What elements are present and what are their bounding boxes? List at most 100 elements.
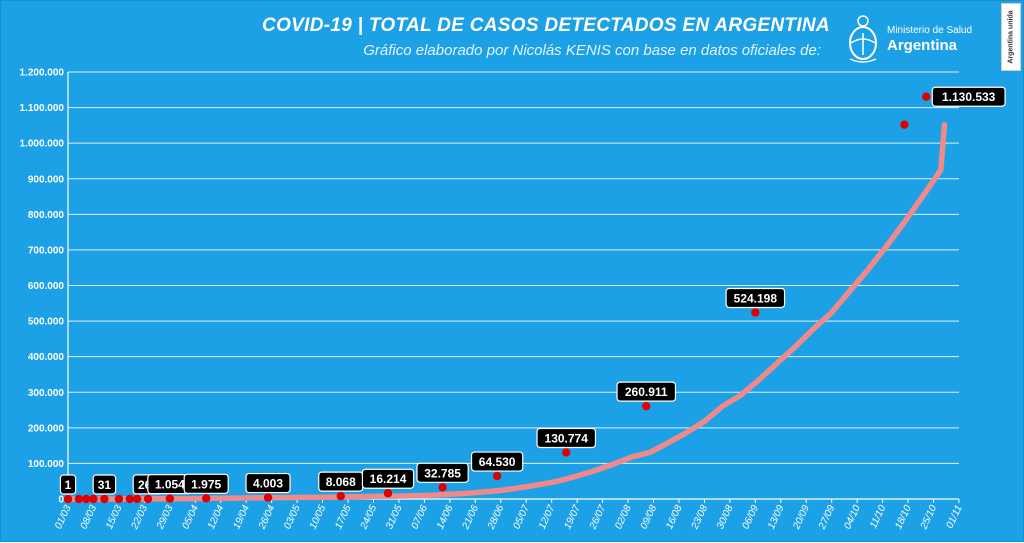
data-label-box	[92, 474, 117, 495]
data-point	[81, 494, 91, 504]
data-label-box	[931, 86, 1006, 107]
x-tick-label: 06/09	[741, 503, 762, 531]
y-tick-label: 0	[58, 495, 64, 506]
x-tick-label: 11/10	[868, 503, 888, 530]
x-tick-label: 21/06	[460, 503, 481, 532]
data-label: 32.785	[416, 462, 469, 483]
x-tick-label: 02/08	[613, 503, 634, 531]
argentina-unida-badge: Argentina unida	[1001, 3, 1021, 71]
national-seal-icon	[849, 15, 877, 63]
x-tick-label: 13/09	[766, 503, 787, 531]
x-tick-label: 09/08	[639, 503, 660, 531]
x-tick-label: 27/09	[816, 503, 837, 532]
data-label-text: 260.911	[625, 385, 668, 399]
data-label: 524.198	[725, 287, 786, 309]
data-label: 4.003	[245, 472, 291, 494]
ministry-logo: Ministerio de Salud Argentina	[843, 11, 983, 66]
x-tick-label: 28/06	[486, 503, 507, 532]
y-tick-label: 300.000	[28, 388, 65, 399]
data-point	[922, 92, 931, 101]
x-tick-label: 24/05	[358, 503, 379, 532]
x-tick-label: 19/07	[562, 503, 583, 531]
data-label-box	[59, 474, 77, 495]
x-tick-label: 23/08	[689, 503, 710, 532]
y-tick-label: 200.000	[28, 423, 65, 434]
data-label-text: 524.198	[734, 291, 778, 305]
y-tick-label: 1.000.000	[20, 139, 65, 150]
ministry-country: Argentina	[887, 37, 958, 54]
chart-subtitle: Gráfico elaborado por Nicolás KENIS con …	[363, 42, 821, 59]
data-point	[100, 494, 109, 504]
data-label-box	[361, 468, 415, 489]
x-tick-label: 29/03	[155, 503, 176, 532]
data-point	[74, 494, 84, 504]
data-label-text: 1.054	[155, 478, 185, 492]
data-label-text: 1	[65, 478, 72, 492]
y-tick-label: 1.200.000	[20, 68, 65, 79]
data-label-box	[245, 472, 291, 494]
data-point	[201, 494, 211, 503]
x-tick-label: 20/09	[791, 503, 812, 532]
data-label-text: 1.975	[191, 477, 221, 491]
x-tick-label: 10/05	[308, 503, 329, 531]
data-label: 130.774	[536, 427, 597, 449]
data-point	[562, 448, 571, 457]
ministry-name: Ministerio de Salud	[887, 25, 973, 36]
x-tick-label: 26/04	[256, 503, 277, 532]
data-point	[114, 494, 124, 504]
data-label-text: 4.003	[253, 477, 283, 491]
data-label-box	[725, 287, 786, 309]
data-point	[751, 308, 760, 317]
data-point	[143, 494, 153, 504]
data-label-text: 1.130.533	[942, 90, 996, 104]
y-tick-label: 400.000	[28, 352, 65, 363]
data-label: 1.975	[183, 473, 229, 494]
series-line	[65, 121, 948, 502]
x-tick-label: 01/11	[944, 504, 964, 531]
x-tick-label: 22/03	[129, 503, 150, 532]
data-label: 1	[59, 474, 77, 495]
x-tick-label: 18/10	[893, 503, 914, 531]
data-label-text: 8.068	[326, 475, 356, 489]
data-point	[89, 494, 98, 504]
data-label: 260.911	[616, 381, 677, 402]
y-tick-label: 900.000	[28, 174, 65, 185]
x-tick-label: 25/10	[918, 503, 939, 532]
data-label-box	[536, 427, 597, 449]
data-label: 1.130.533	[931, 86, 1006, 107]
x-tick-label: 03/05	[282, 503, 303, 531]
data-point	[165, 494, 175, 503]
data-label: 31	[92, 474, 117, 495]
x-tick-label: 26/07	[587, 503, 608, 532]
data-label-box	[470, 451, 524, 472]
data-point	[492, 471, 502, 481]
data-point	[642, 401, 651, 411]
data-point	[438, 483, 447, 492]
y-tick-label: 600.000	[28, 281, 65, 292]
x-tick-label: 01/03	[53, 503, 74, 531]
data-label: 16.214	[361, 468, 415, 489]
data-point	[383, 489, 393, 498]
x-tick-label: 17/05	[333, 503, 354, 531]
data-label-text: 32.785	[424, 466, 461, 480]
data-label-text: 31	[98, 478, 112, 492]
x-tick-label: 07/06	[410, 503, 431, 531]
data-label-box	[183, 473, 229, 494]
chart-title: COVID-19 | TOTAL DE CASOS DETECTADOS EN …	[262, 15, 830, 36]
x-tick-label: 08/03	[79, 503, 100, 531]
x-tick-label: 05/07	[511, 503, 532, 531]
x-tick-label: 04/10	[842, 503, 863, 531]
data-point	[900, 120, 909, 129]
data-label-text: 130.774	[545, 431, 589, 445]
x-tick-label: 30/08	[715, 503, 736, 531]
data-point	[336, 491, 345, 501]
y-tick-label: 100.000	[28, 459, 65, 470]
y-tick-label: 500.000	[28, 317, 65, 328]
data-label-text: 64.530	[479, 455, 516, 469]
x-tick-label: 14/06	[435, 503, 456, 531]
x-tick-label: 12/07	[537, 503, 558, 531]
x-tick-label: 15/03	[104, 503, 125, 531]
data-label-box	[416, 462, 469, 483]
data-point	[132, 494, 142, 504]
